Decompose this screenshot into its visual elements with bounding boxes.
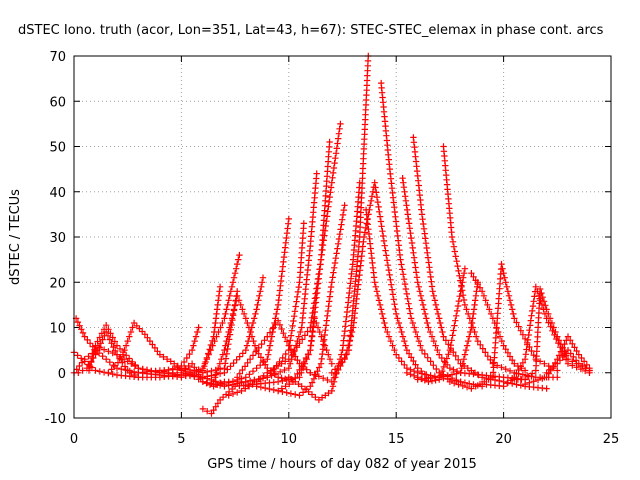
series-points [478, 283, 593, 390]
y-tick-label: 30 [49, 231, 66, 246]
series-points [378, 79, 486, 390]
series-points [234, 317, 314, 381]
x-axis-label: GPS time / hours of day 082 of year 2015 [207, 457, 477, 472]
y-tick-label: 40 [49, 186, 66, 201]
y-tick-label: 10 [49, 322, 66, 337]
y-tick-label: 0 [58, 367, 66, 382]
data-series [378, 79, 486, 390]
y-tick-label: -10 [45, 412, 66, 427]
y-tick-label: 60 [49, 95, 66, 110]
data-series [72, 283, 224, 381]
x-tick-label: 25 [603, 432, 620, 447]
series-points [446, 260, 561, 392]
data-series [478, 283, 593, 390]
x-tick-label: 5 [177, 432, 185, 447]
data-series [210, 292, 292, 385]
data-series [178, 170, 320, 390]
data-series [511, 285, 593, 383]
x-tick-label: 10 [281, 432, 298, 447]
data-series [156, 215, 292, 388]
x-tick-label: 15 [388, 432, 405, 447]
grid [74, 56, 611, 418]
y-tick-label: 70 [49, 50, 66, 65]
series-points [399, 175, 529, 383]
data-series [399, 175, 529, 383]
series-points [511, 285, 593, 383]
data-series [307, 52, 372, 385]
data-series [225, 120, 344, 399]
data-marks [70, 52, 593, 417]
data-series [543, 346, 593, 376]
y-tick-label: 20 [49, 276, 66, 291]
series-points [274, 315, 335, 395]
series-points [328, 179, 432, 381]
data-series [274, 315, 335, 395]
series-points [178, 170, 320, 390]
data-series [234, 317, 314, 381]
data-series [446, 260, 561, 392]
y-tick-label: 50 [49, 141, 66, 156]
series-points [307, 52, 372, 385]
chart-title: dSTEC Iono. truth (acor, Lon=351, Lat=43… [18, 23, 604, 38]
data-series [410, 134, 550, 392]
x-tick-label: 0 [70, 432, 78, 447]
data-series [468, 270, 529, 374]
series-points [410, 134, 550, 392]
series-points [72, 283, 224, 381]
series-points [210, 292, 292, 385]
x-tick-label: 20 [495, 432, 512, 447]
data-series [440, 143, 561, 381]
series-points [225, 120, 344, 399]
y-axis-label: dSTEC / TECUs [8, 189, 23, 285]
plot-frame [73, 55, 612, 419]
data-series [285, 179, 363, 404]
series-points [156, 215, 292, 388]
axis-ticks: 0 5 10 15 20 25 -10 0 10 20 30 40 50 60 70 [45, 50, 620, 447]
data-series [328, 179, 432, 381]
series-points [440, 143, 561, 381]
series-points [543, 346, 593, 376]
series-points [468, 270, 529, 374]
series-points [285, 179, 363, 404]
